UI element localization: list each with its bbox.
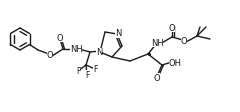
Text: O: O bbox=[47, 51, 53, 60]
Text: O: O bbox=[57, 34, 63, 43]
Text: OH: OH bbox=[168, 58, 181, 67]
Text: O: O bbox=[154, 73, 160, 82]
Text: NH: NH bbox=[151, 38, 163, 47]
Text: F: F bbox=[85, 70, 89, 79]
Text: O: O bbox=[169, 24, 175, 33]
Text: F: F bbox=[93, 65, 97, 74]
Text: F: F bbox=[76, 67, 80, 76]
Text: O: O bbox=[181, 37, 187, 46]
Text: N: N bbox=[115, 29, 121, 38]
Text: N: N bbox=[96, 48, 102, 57]
Text: NH: NH bbox=[70, 45, 82, 54]
